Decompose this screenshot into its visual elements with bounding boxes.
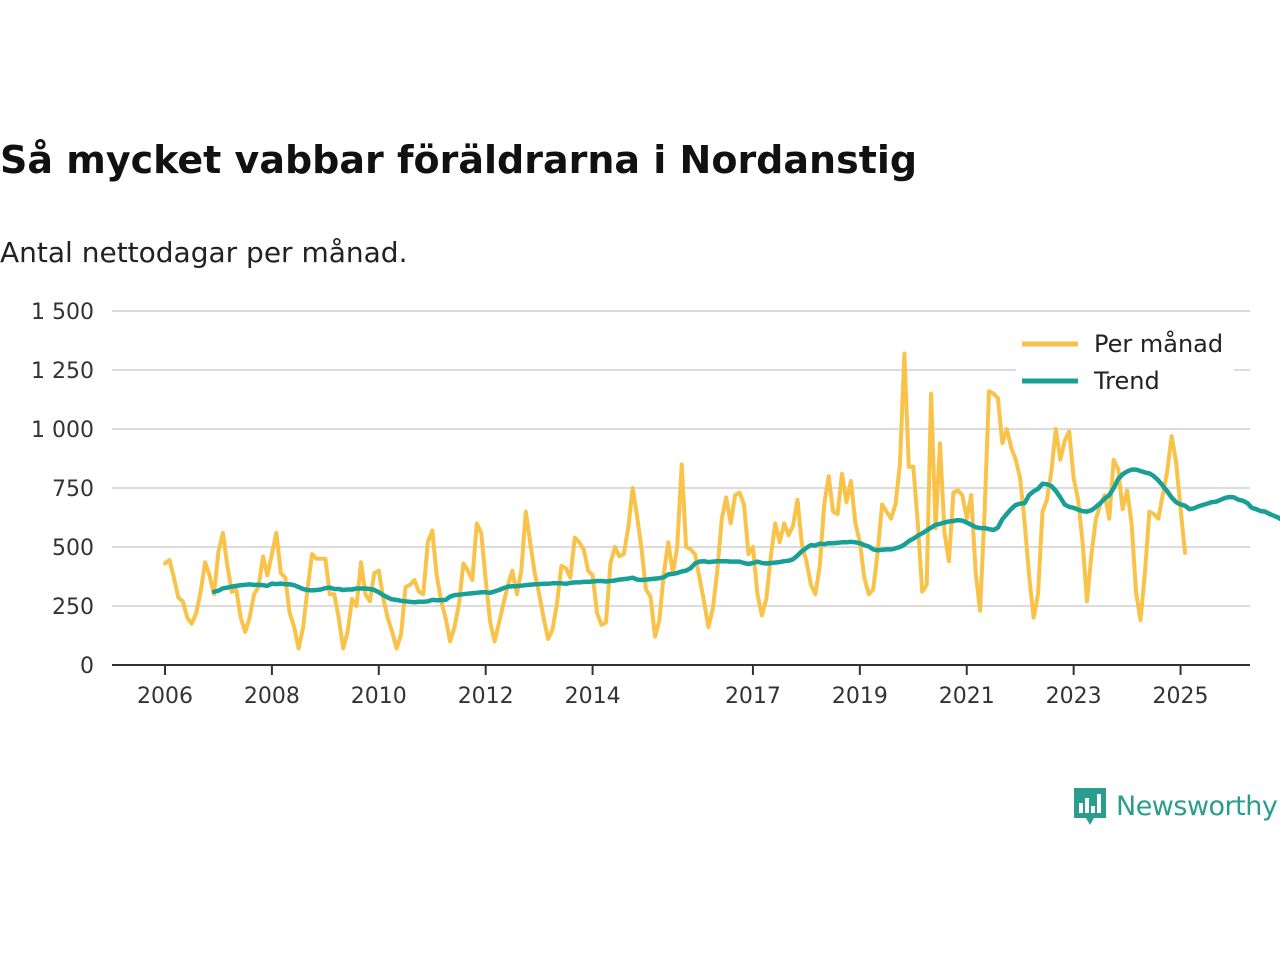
series-lines [163, 351, 1280, 651]
x-tick-label: 2008 [244, 684, 300, 709]
series-line-trend [211, 467, 1280, 605]
x-tick-label: 2010 [351, 684, 407, 709]
legend-label-per-manad: Per månad [1094, 329, 1223, 358]
bar-chart-speech-bubble-icon [1074, 788, 1106, 825]
x-axis: 2006 2008 2010 2012 2014 2017 2019 2021 2023 2025 [112, 664, 1250, 709]
y-tick-label: 1 250 [31, 359, 94, 384]
y-axis: 0 250 500 750 1 000 1 250 1 500 [31, 300, 94, 679]
y-tick-label: 0 [80, 654, 94, 679]
x-tick-label: 2025 [1153, 684, 1209, 709]
y-tick-label: 1 000 [31, 418, 94, 443]
legend: Per månad Trend [1016, 322, 1234, 395]
legend-background [1016, 322, 1234, 374]
x-tick-label: 2006 [137, 684, 193, 709]
x-tick-label: 2017 [725, 684, 781, 709]
chart-title: Så mycket vabbar föräldrarna i Nordansti… [0, 138, 918, 182]
chart-subtitle: Antal nettodagar per månad. [0, 236, 408, 269]
y-tick-label: 750 [52, 477, 94, 502]
brand-name: Newsworthy [1116, 790, 1278, 822]
x-tick-label: 2014 [565, 684, 621, 709]
x-tick-label: 2023 [1046, 684, 1102, 709]
series-line-per-manad [163, 351, 1187, 651]
brand-logo: Newsworthy [1072, 786, 1278, 826]
x-tick-label: 2019 [832, 684, 888, 709]
y-tick-label: 1 500 [31, 300, 94, 325]
legend-label-trend: Trend [1093, 367, 1160, 395]
y-tick-label: 500 [52, 536, 94, 561]
y-tick-label: 250 [52, 595, 94, 620]
x-tick-label: 2021 [939, 684, 995, 709]
x-tick-label: 2012 [458, 684, 514, 709]
